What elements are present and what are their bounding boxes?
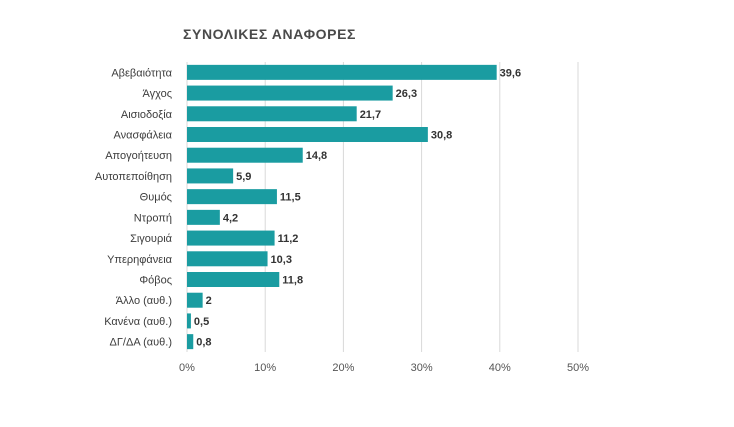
category-label: Υπερηφάνεια	[107, 254, 173, 266]
bar	[187, 230, 275, 246]
chart-title: ΣΥΝΟΛΙΚΕΣ ΑΝΑΦΟΡΕΣ	[183, 26, 357, 42]
value-label: 14,8	[306, 150, 327, 162]
category-label: Άλλο (αυθ.)	[116, 295, 172, 307]
category-label: Απογοήτευση	[105, 150, 172, 162]
value-label: 11,2	[278, 233, 299, 245]
category-label: Κανένα (αυθ.)	[104, 316, 172, 328]
value-labels: 39,6 26,3 21,7 30,8 14,8 5,9 11,5 4,2 11,2 10,3 11…	[194, 67, 521, 348]
value-label: 11,8	[282, 275, 303, 287]
bars	[187, 64, 497, 350]
bar	[187, 313, 191, 329]
bar	[187, 272, 280, 287]
category-label: Σιγουριά	[130, 233, 173, 245]
value-label: 0,8	[196, 337, 211, 349]
category-label: Αυτοπεποίθηση	[95, 171, 172, 183]
grid-lines	[186, 62, 579, 352]
value-label: 5,9	[236, 171, 251, 183]
x-tick-label: 50%	[567, 362, 589, 374]
x-tick-label: 0%	[179, 362, 195, 374]
category-label: Φόβος	[139, 275, 172, 287]
x-tick-label: 10%	[254, 362, 276, 374]
bar	[187, 85, 393, 101]
bar	[187, 64, 497, 80]
category-label: Ανασφάλεια	[114, 130, 173, 142]
bar	[187, 106, 357, 122]
value-label: 30,8	[431, 130, 452, 142]
value-label: 2	[206, 295, 212, 307]
category-label: Αβεβαιότητα	[111, 67, 172, 79]
x-tick-label: 20%	[332, 362, 354, 374]
bar	[187, 147, 303, 163]
bar	[187, 292, 203, 308]
category-label: Άγχος	[142, 88, 172, 100]
bar	[187, 209, 220, 225]
x-tick-label: 30%	[411, 362, 433, 374]
bar	[187, 334, 194, 350]
category-label: Ντροπή	[134, 212, 172, 224]
value-label: 11,5	[280, 192, 301, 204]
value-label: 4,2	[223, 212, 238, 224]
bar	[187, 168, 234, 184]
value-label: 26,3	[396, 88, 417, 100]
category-label: Αισιοδοξία	[121, 109, 173, 121]
value-label: 0,5	[194, 316, 209, 328]
category-label: Θυμός	[140, 192, 172, 204]
bar	[187, 127, 428, 142]
bar	[187, 251, 268, 267]
category-labels: Αβεβαιότητα Άγχος Αισιοδοξία Ανασφάλεια Απογ…	[95, 67, 173, 348]
x-tick-label: 40%	[489, 362, 511, 374]
value-label: 21,7	[360, 109, 381, 121]
x-axis-ticks: 0% 10% 20% 30% 40% 50%	[179, 362, 589, 374]
bar	[187, 189, 277, 205]
value-label: 39,6	[500, 67, 521, 79]
value-label: 10,3	[271, 254, 292, 266]
category-label: ΔΓ/ΔΑ (αυθ.)	[110, 337, 172, 349]
